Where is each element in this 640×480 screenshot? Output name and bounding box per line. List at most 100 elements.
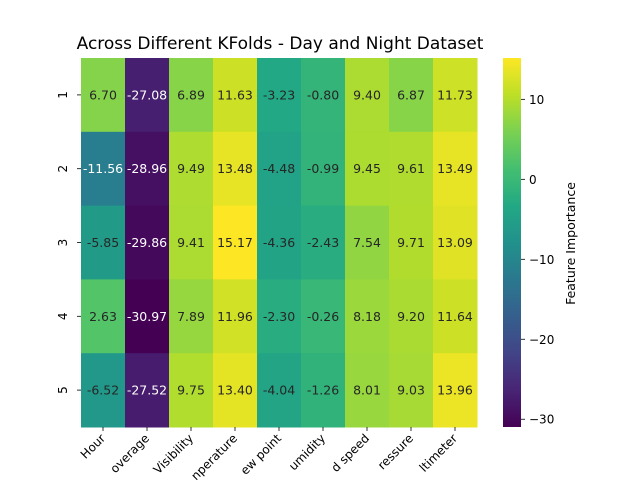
heatmap-cell — [301, 131, 346, 207]
cell-value-label: 9.03 — [397, 383, 425, 398]
heatmap-cell — [169, 205, 214, 280]
heatmap-cell — [257, 205, 302, 280]
cell-value-label: -27.08 — [127, 87, 167, 102]
cell-value-label: 6.89 — [177, 87, 205, 102]
colorbar-tick-label: −20 — [529, 333, 554, 347]
heatmap-cell — [125, 131, 170, 207]
heatmap-cell — [213, 279, 258, 354]
heatmap-cell — [389, 353, 434, 428]
cell-value-label: 11.96 — [217, 309, 253, 324]
heatmap-cell — [257, 353, 302, 428]
heatmap-cell — [81, 205, 126, 280]
heatmap-cell — [257, 131, 302, 207]
cell-value-label: 9.61 — [397, 161, 425, 176]
heatmap-cell — [81, 279, 126, 354]
y-axis-ticks: 1 2 3 4 5 — [56, 91, 81, 394]
heatmap-cell — [433, 131, 478, 207]
cell-value-label: -2.30 — [263, 309, 295, 324]
heatmap-cell — [389, 131, 434, 207]
colorbar-ticks: 10 0 −10 −20 −30 — [521, 93, 554, 427]
cell-value-label: -29.86 — [127, 235, 167, 250]
heatmap-cell — [169, 131, 214, 207]
y-tick-label: 2 — [56, 165, 70, 173]
heatmap-cell — [389, 58, 434, 133]
heatmap-cell — [213, 131, 258, 207]
cell-value-label: -0.80 — [307, 87, 339, 102]
cell-value-label: -0.26 — [307, 309, 339, 324]
cell-value-label: -3.23 — [263, 87, 295, 102]
heatmap-cell — [345, 131, 390, 207]
heatmap-cell — [301, 279, 346, 354]
heatmap-cell — [125, 58, 170, 133]
cell-value-label: 9.75 — [177, 383, 205, 398]
y-tick-label: 3 — [56, 239, 70, 247]
heatmap-cell — [81, 353, 126, 428]
cell-value-label: -5.85 — [87, 235, 119, 250]
cell-value-label: 15.17 — [217, 235, 253, 250]
heatmap-cell — [257, 58, 302, 133]
heatmap-cell — [169, 353, 214, 428]
cell-value-label: 13.40 — [217, 383, 253, 398]
cell-value-label: 9.40 — [353, 87, 381, 102]
cell-value-label: -4.36 — [263, 235, 295, 250]
cell-value-label: -28.96 — [127, 161, 167, 176]
cell-value-label: -0.99 — [307, 161, 339, 176]
cell-value-label: 7.89 — [177, 309, 205, 324]
cell-value-label: 8.01 — [353, 383, 381, 398]
colorbar-tick-label: 10 — [529, 93, 544, 107]
cell-value-label: 11.63 — [217, 87, 253, 102]
cell-value-label: 9.20 — [397, 309, 425, 324]
heatmap-cell — [213, 58, 258, 133]
cell-value-label: 7.54 — [353, 235, 381, 250]
colorbar-tick-label: −10 — [529, 253, 554, 267]
cell-value-label: 6.70 — [89, 87, 117, 102]
heatmap-cell — [213, 353, 258, 428]
heatmap-cell — [389, 279, 434, 354]
cell-value-label: -4.48 — [263, 161, 295, 176]
heatmap-cell — [125, 205, 170, 280]
cell-value-label: 13.48 — [217, 161, 253, 176]
heatmap-cell — [125, 279, 170, 354]
cell-value-label: 9.71 — [397, 235, 425, 250]
y-tick-label: 1 — [56, 91, 70, 99]
heatmap-cell — [433, 353, 478, 428]
heatmap-cell — [125, 353, 170, 428]
heatmap-cell — [301, 205, 346, 280]
cell-value-label: 9.49 — [177, 161, 205, 176]
cell-value-label: -6.52 — [87, 383, 119, 398]
y-tick-label: 5 — [56, 386, 70, 394]
cell-value-label: -30.97 — [127, 309, 167, 324]
heatmap-cell — [81, 58, 126, 133]
cell-value-label: 13.96 — [437, 383, 473, 398]
cell-value-label: -4.04 — [263, 383, 295, 398]
cell-value-label: -27.52 — [127, 383, 167, 398]
heatmap-cell — [433, 205, 478, 280]
cell-value-label: 9.41 — [177, 235, 205, 250]
heatmap-cell — [169, 279, 214, 354]
cell-value-label: 2.63 — [89, 309, 117, 324]
cell-value-label: 13.49 — [437, 161, 473, 176]
cell-value-label: -1.26 — [307, 383, 339, 398]
heatmap-cell — [345, 353, 390, 428]
cell-value-label: 9.45 — [353, 161, 381, 176]
colorbar-tick-label: 0 — [529, 173, 537, 187]
heatmap-cell — [345, 279, 390, 354]
heatmap-cells: 6.70 -27.08 6.89 11.63 -3.23 -0.80 9.40 6.87 11.… — [81, 58, 478, 428]
heatmap-cell — [301, 353, 346, 428]
cell-value-label: 13.09 — [437, 235, 473, 250]
colorbar-tick-label: −30 — [529, 413, 554, 427]
heatmap-cell — [301, 58, 346, 133]
heatmap-cell — [389, 205, 434, 280]
cell-value-label: 11.64 — [437, 309, 473, 324]
heatmap-cell — [81, 131, 126, 207]
colorbar — [503, 58, 521, 427]
heatmap-cell — [257, 279, 302, 354]
heatmap-cell — [213, 205, 258, 280]
heatmap-cell — [345, 205, 390, 280]
heatmap-cell — [433, 279, 478, 354]
colorbar-label: Feature Importance — [563, 182, 578, 305]
chart-title: Across Different KFolds - Day and Night … — [77, 34, 484, 54]
cell-value-label: 6.87 — [397, 87, 425, 102]
y-tick-label: 4 — [56, 312, 70, 320]
cell-value-label: 11.73 — [437, 87, 473, 102]
